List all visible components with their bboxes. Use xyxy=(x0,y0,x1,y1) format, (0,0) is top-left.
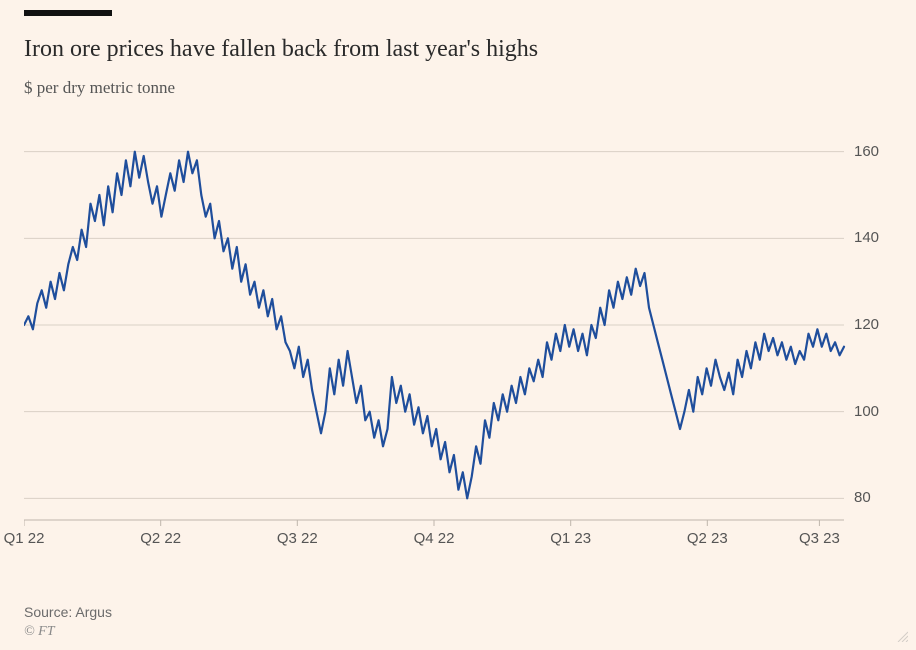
y-axis-tick-label: 100 xyxy=(854,403,879,420)
x-axis-tick-label: Q4 22 xyxy=(414,530,455,547)
y-axis-tick-label: 140 xyxy=(854,229,879,246)
x-axis-tick-label: Q2 22 xyxy=(140,530,181,547)
x-axis-tick-label: Q3 23 xyxy=(799,530,840,547)
x-axis-tick-label: Q3 22 xyxy=(277,530,318,547)
chart-container: Iron ore prices have fallen back from la… xyxy=(0,0,916,650)
chart-plot-area: 80100120140160Q1 22Q2 22Q3 22Q4 22Q1 23Q… xyxy=(24,120,892,550)
x-axis-tick-label: Q2 23 xyxy=(687,530,728,547)
y-axis-tick-label: 80 xyxy=(854,489,871,506)
chart-title: Iron ore prices have fallen back from la… xyxy=(24,36,538,63)
x-axis-tick-label: Q1 22 xyxy=(4,530,45,547)
y-axis-tick-label: 160 xyxy=(854,143,879,160)
copyright-label: © FT xyxy=(24,624,54,640)
x-axis-tick-label: Q1 23 xyxy=(550,530,591,547)
resize-handle-icon xyxy=(896,630,908,642)
line-chart-svg xyxy=(24,120,892,550)
source-label: Source: Argus xyxy=(24,604,112,620)
chart-subtitle: $ per dry metric tonne xyxy=(24,78,175,98)
header-accent-bar xyxy=(24,10,112,16)
y-axis-tick-label: 120 xyxy=(854,316,879,333)
